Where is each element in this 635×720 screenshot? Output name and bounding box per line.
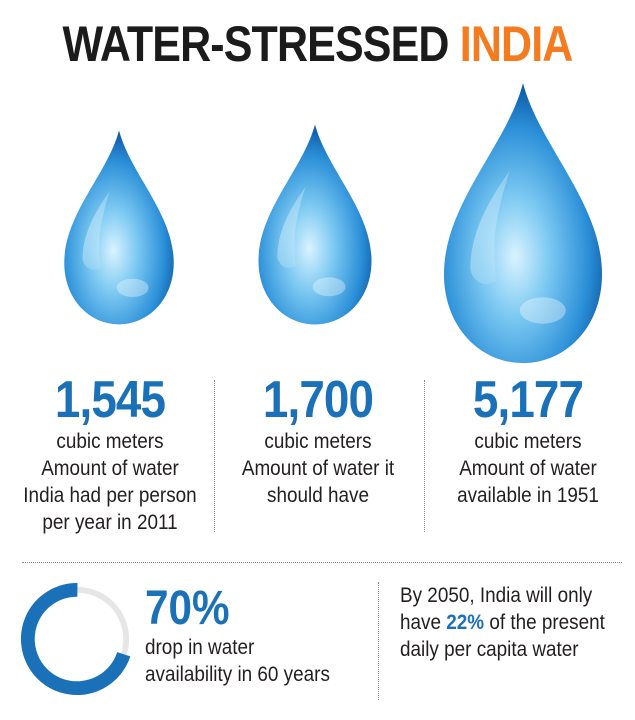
stat-1951: 5,177 cubic meters Amount of water avail… xyxy=(428,372,628,509)
projection-suffix: of the present daily per capita water xyxy=(400,611,605,661)
stat-ideal-description: Amount of water it should have xyxy=(241,457,395,507)
divider-vertical-2 xyxy=(424,380,425,532)
water-drop-1951-icon xyxy=(440,80,606,368)
divider-vertical-1 xyxy=(214,380,215,532)
drop-stat-description: drop in water availability in 60 years xyxy=(145,636,330,686)
divider-horizontal xyxy=(22,562,622,563)
water-drop-ideal-graphic xyxy=(258,124,372,325)
stat-ideal: 1,700 cubic meters Amount of water it sh… xyxy=(218,372,418,509)
drop-stat: 70% drop in water availability in 60 yea… xyxy=(145,584,370,688)
stat-1951-value: 5,177 xyxy=(472,371,584,429)
title-accent: INDIA xyxy=(459,16,574,72)
page-title: WATER-STRESSED INDIA xyxy=(44,14,590,74)
title-main: WATER-STRESSED xyxy=(62,16,449,72)
stat-ideal-value: 1,700 xyxy=(262,371,374,429)
projection-note: By 2050, India will only have 22% of the… xyxy=(400,582,607,663)
drop-stat-value: 70% xyxy=(145,582,230,635)
stat-2011: 1,545 cubic meters Amount of water India… xyxy=(10,372,210,536)
stat-2011-unit: cubic meters xyxy=(56,430,164,453)
water-drop-1951-graphic xyxy=(444,83,602,364)
water-drop-ideal-icon xyxy=(256,122,374,328)
stat-1951-unit: cubic meters xyxy=(474,430,582,453)
divider-vertical-3 xyxy=(378,582,379,700)
projection-prefix: By 2050, India will only have xyxy=(400,584,593,634)
stat-2011-value: 1,545 xyxy=(54,371,166,429)
stat-1951-description: Amount of water available in 1951 xyxy=(457,457,599,507)
stat-2011-description: Amount of water India had per person per… xyxy=(23,457,197,534)
ring-arc xyxy=(20,582,134,696)
projection-highlight: 22% xyxy=(446,611,485,634)
drop-ring-graphic xyxy=(20,582,134,696)
stat-ideal-unit: cubic meters xyxy=(264,430,372,453)
water-drop-2011-icon xyxy=(62,128,176,328)
water-drop-2011-graphic xyxy=(64,130,174,325)
drop-ring-chart xyxy=(18,580,136,698)
